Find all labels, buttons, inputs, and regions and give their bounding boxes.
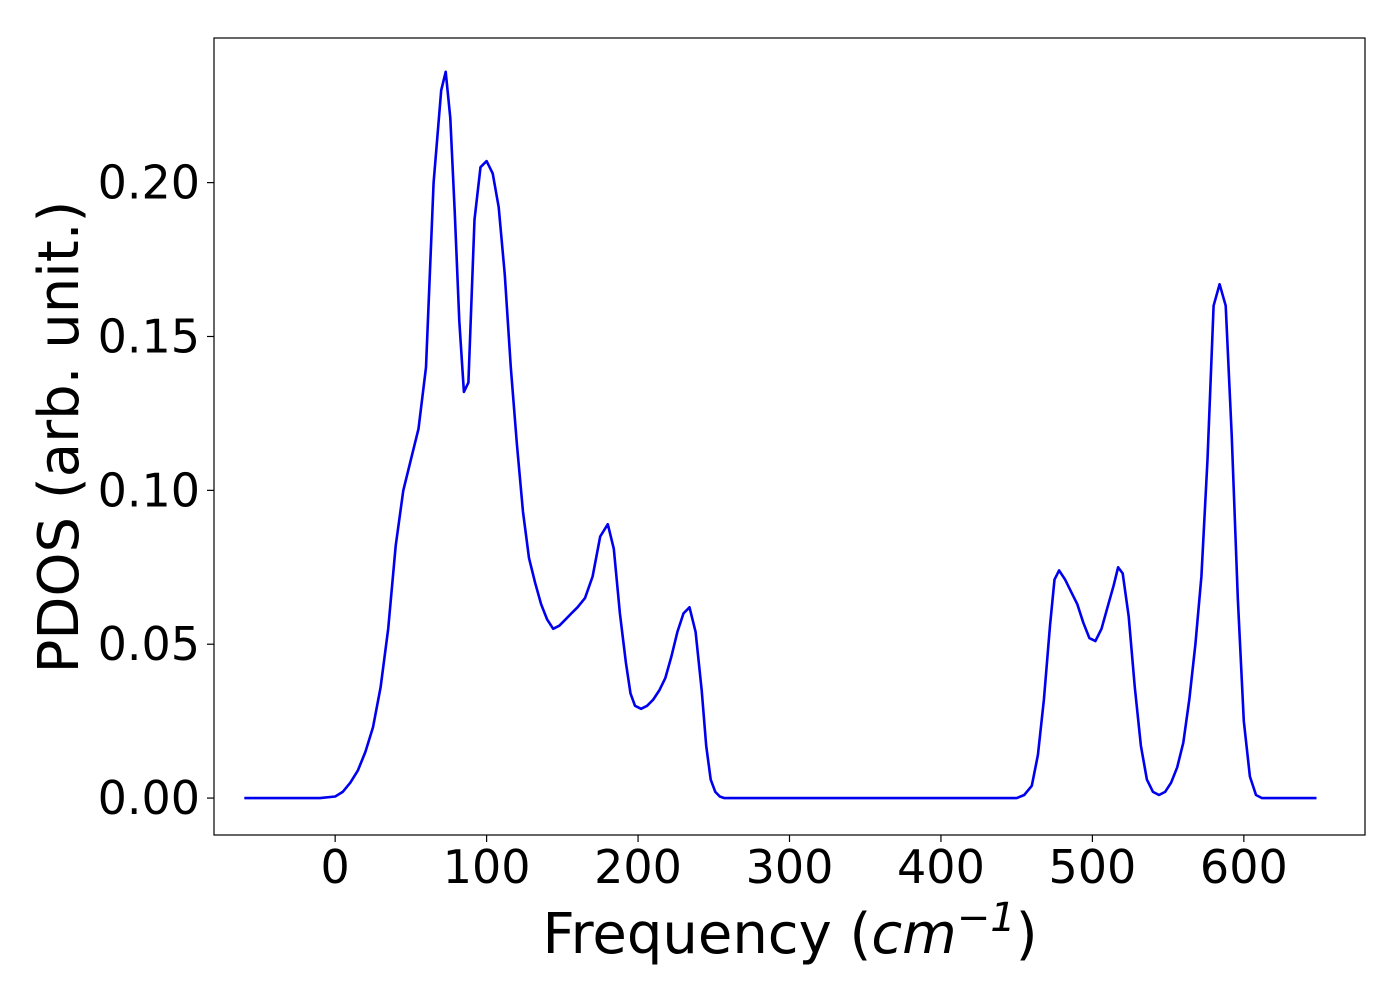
x-axis: 0 100 200 300 400 500 600 bbox=[321, 835, 1288, 894]
y-tick-label: 0.15 bbox=[98, 309, 200, 363]
pdos-series-line bbox=[244, 70, 1317, 800]
x-tick-label: 0 bbox=[321, 840, 350, 894]
y-axis-label: PDOS (arb. unit.) bbox=[27, 201, 92, 674]
series-layer bbox=[244, 70, 1317, 800]
x-axis-label: Frequency (cm−1) bbox=[542, 895, 1037, 967]
x-tick-label: 300 bbox=[746, 840, 834, 894]
x-tick-label: 200 bbox=[594, 840, 682, 894]
x-tick-label: 100 bbox=[443, 840, 531, 894]
y-axis: 0.00 0.05 0.10 0.15 0.20 bbox=[98, 156, 214, 825]
y-tick-label: 0.10 bbox=[98, 463, 200, 517]
y-tick-label: 0.05 bbox=[98, 617, 200, 671]
y-tick-label: 0.20 bbox=[98, 156, 200, 210]
y-tick-label: 0.00 bbox=[98, 771, 200, 825]
x-tick-label: 500 bbox=[1048, 840, 1136, 894]
x-tick-label: 600 bbox=[1200, 840, 1288, 894]
plot-area bbox=[213, 37, 1366, 836]
x-tick-label: 400 bbox=[897, 840, 985, 894]
